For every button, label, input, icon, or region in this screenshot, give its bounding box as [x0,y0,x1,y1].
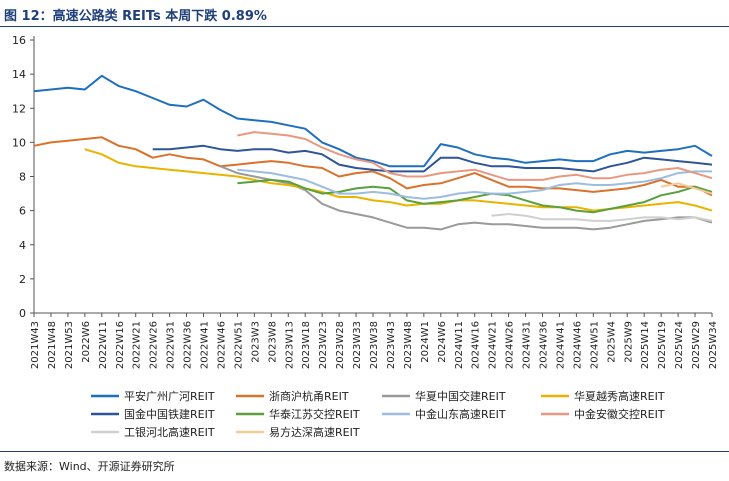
legend-label: 国金中国铁建REIT [124,407,215,421]
x-tick-label: 2024W36 [539,321,550,369]
legend-label: 工银河北高速REIT [124,425,215,439]
x-tick-label: 2024W51 [589,321,600,369]
x-tick-label: 2023W43 [386,321,397,369]
legend-label: 中金安徽交控REIT [574,407,665,421]
x-tick-label: 2023W8 [267,321,278,363]
x-tick-label: 2022W16 [115,321,126,369]
y-tick-label: 8 [19,171,26,184]
x-tick-label: 2024W16 [471,321,482,369]
y-tick-label: 6 [19,205,26,218]
x-tick-label: 2021W48 [47,321,58,369]
y-tick-label: 2 [19,273,26,286]
series-line-2 [33,136,713,197]
x-tick-label: 2022W26 [149,321,160,369]
legend-label: 平安广州广河REIT [124,389,215,403]
footer-rule [0,451,729,452]
x-tick-label: 2023W38 [369,321,380,369]
series-line-5 [152,144,713,173]
y-tick-label: 16 [12,34,26,47]
series-line-6 [237,178,713,214]
x-tick-label: 2023W18 [301,321,312,369]
x-tick-label: 2025W9 [623,321,634,363]
x-tick-label: 2025W14 [640,321,651,369]
x-tick-label: 2024W41 [556,321,567,369]
source-note: 数据来源：Wind、开源证券研究所 [4,460,175,473]
legend-label: 华泰江苏交控REIT [269,407,360,421]
title-rule [0,26,729,27]
x-tick-label: 2025W29 [691,321,702,369]
x-tick-label: 2024W26 [505,321,516,369]
y-tick-label: 14 [12,68,26,81]
legend-label: 华夏中国交建REIT [415,389,506,403]
x-tick-label: 2022W6 [81,321,92,363]
series-line-8 [237,131,713,181]
series-line-9 [491,213,713,222]
x-tick-label: 2021W53 [64,321,75,369]
legend-label: 中金山东高速REIT [415,407,506,421]
series-line-10 [660,182,713,195]
x-tick-label: 2022W31 [166,321,177,369]
x-tick-label: 2022W46 [216,321,227,369]
x-tick-label: 2023W48 [403,321,414,369]
x-tick-label: 2021W43 [30,321,41,369]
x-tick-label: 2025W24 [674,321,685,369]
x-tick-label: 2022W51 [233,321,244,369]
x-tick-label: 2025W4 [606,321,617,363]
series-line-1 [33,74,713,168]
x-tick-label: 2022W41 [200,321,211,369]
series-line-3 [220,165,713,231]
x-tick-label: 2024W6 [437,321,448,363]
x-tick-label: 2023W23 [318,321,329,369]
x-tick-label: 2022W21 [132,321,143,369]
x-tick-label: 2022W36 [183,321,194,369]
line-chart: 0 2 4 6 8 10 12 14 16 2021W43 2021W48 2021W53 2022W6… [12,34,719,439]
y-tick-label: 12 [12,102,26,115]
y-tick-label: 0 [19,307,26,320]
x-tick-label: 2022W11 [98,321,109,369]
legend-label: 易方达深高速REIT [269,425,360,439]
x-tick-label: 2025W34 [708,321,719,369]
legend-label: 浙商沪杭甬REIT [269,389,349,403]
x-tick-label: 2024W1 [420,321,431,363]
x-tick-label: 2023W33 [352,321,363,369]
y-tick-label: 10 [12,136,26,149]
series-line-4 [84,148,713,212]
y-tick-label: 4 [19,239,26,252]
x-tick-label: 2024W21 [488,321,499,369]
chart-title: 图 12：高速公路类 REITs 本周下跌 0.89% [4,9,267,24]
x-tick-label: 2023W3 [250,321,261,363]
x-tick-label: 2023W28 [335,321,346,369]
x-tick-label: 2024W46 [572,321,583,369]
x-tick-label: 2024W31 [522,321,533,369]
x-tick-label: 2023W13 [284,321,295,369]
legend-label: 华夏越秀高速REIT [574,389,665,403]
series-line-7 [237,168,712,200]
x-tick-label: 2025W19 [657,321,668,369]
x-tick-label: 2024W11 [454,321,465,369]
